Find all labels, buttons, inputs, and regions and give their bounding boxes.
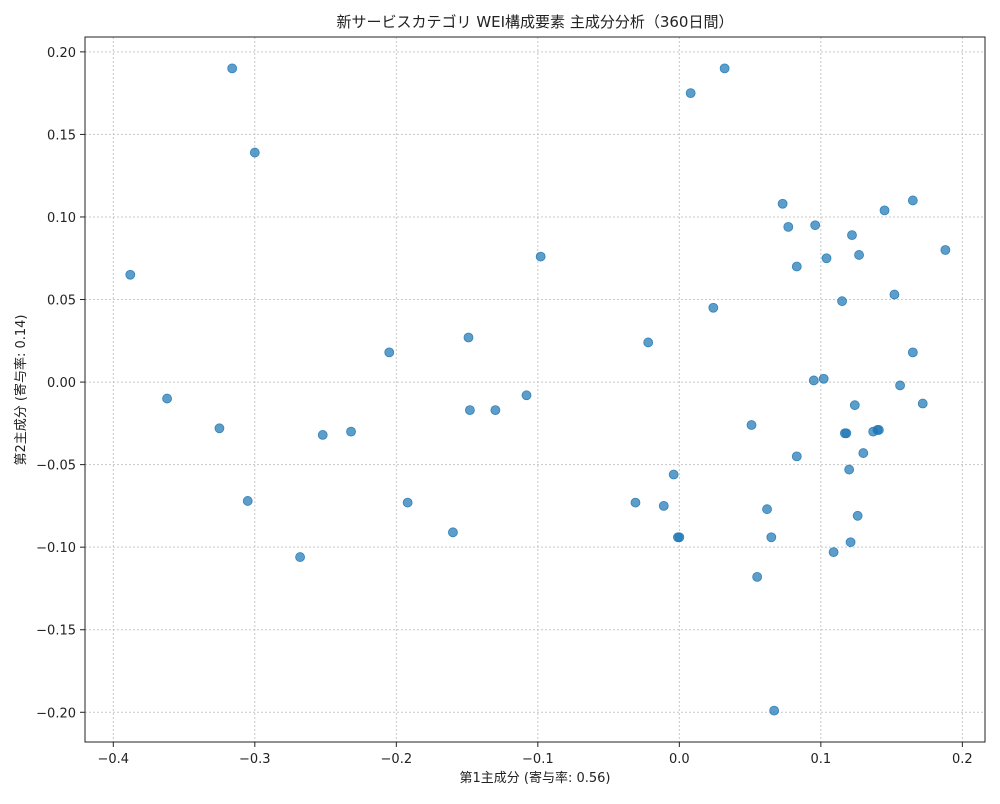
data-point [448,527,458,538]
x-axis-label: 第1主成分 (寄与率: 0.56) [459,770,610,786]
data-point [821,253,832,264]
data-point [668,469,679,480]
y-tick-label: 0.00 [47,376,76,391]
grid-layer [85,37,985,742]
y-axis-label: 第2主成分 (寄与率: 0.14) [13,314,29,465]
data-point [162,393,172,404]
data-point [791,451,802,462]
y-tick-label: 0.20 [47,46,76,61]
y-tick-label: −0.10 [36,541,76,556]
data-point [889,289,900,300]
data-point [317,430,328,440]
data-point [643,337,654,348]
data-point [752,571,763,582]
data-point [719,63,730,74]
x-tick-label: −0.3 [239,752,271,767]
data-point [766,532,777,543]
chart-title: 新サービスカテゴリ WEI構成要素 主成分分析（360日間） [337,13,734,31]
y-tick-label: −0.15 [36,624,76,639]
data-point [810,220,821,231]
y-tick-label: −0.20 [36,706,76,721]
data-point [535,251,546,262]
data-point [783,221,794,232]
data-point [895,380,905,391]
data-point [917,398,928,409]
x-tick-label: −0.1 [522,752,554,767]
data-point [769,705,780,716]
data-point [808,375,819,386]
y-tick-label: 0.05 [47,294,76,309]
data-point [849,400,860,411]
data-point [630,497,641,508]
x-tick-label: −0.4 [98,752,130,767]
data-point [384,347,395,358]
data-point [214,423,225,434]
data-point [873,425,884,435]
x-tick-label: −0.2 [381,752,413,767]
y-tick-label: 0.15 [47,128,76,143]
data-point [907,195,918,206]
data-point [708,302,719,313]
data-point [465,405,475,416]
data-point [402,497,413,508]
data-point [242,496,253,506]
data-point [674,532,685,543]
data-point [295,552,305,562]
data-point [841,428,852,439]
data-point [879,205,890,216]
data-point [521,390,532,401]
data-point [852,510,863,521]
data-point [847,230,857,241]
data-point [858,448,869,458]
data-point [746,420,757,430]
data-point [844,464,855,475]
plot-frame [84,36,986,743]
data-point [249,147,260,158]
data-point [125,269,136,280]
data-point [940,245,951,255]
x-tick-label: 0.2 [952,752,973,767]
data-point [227,63,238,74]
x-tick-label: 0.1 [811,752,832,767]
data-point [837,296,847,307]
points-layer [125,63,951,716]
x-tick-label: 0.0 [669,752,690,767]
data-point [490,405,501,416]
data-point [658,500,669,511]
data-point [463,332,474,343]
data-point [845,537,856,548]
ticks-layer: −0.4 −0.3 −0.2 −0.1 0.0 0.1 0.2 −0.20 −0.15 −0.10… [36,46,973,767]
data-point [685,88,696,99]
data-point [907,347,918,358]
y-tick-label: 0.10 [47,211,76,226]
data-point [346,426,356,437]
data-point [777,198,788,209]
y-tick-label: −0.05 [36,459,76,474]
data-point [818,373,829,384]
data-point [762,504,772,515]
data-point [791,261,802,272]
data-point [828,547,839,558]
data-point [854,250,864,260]
